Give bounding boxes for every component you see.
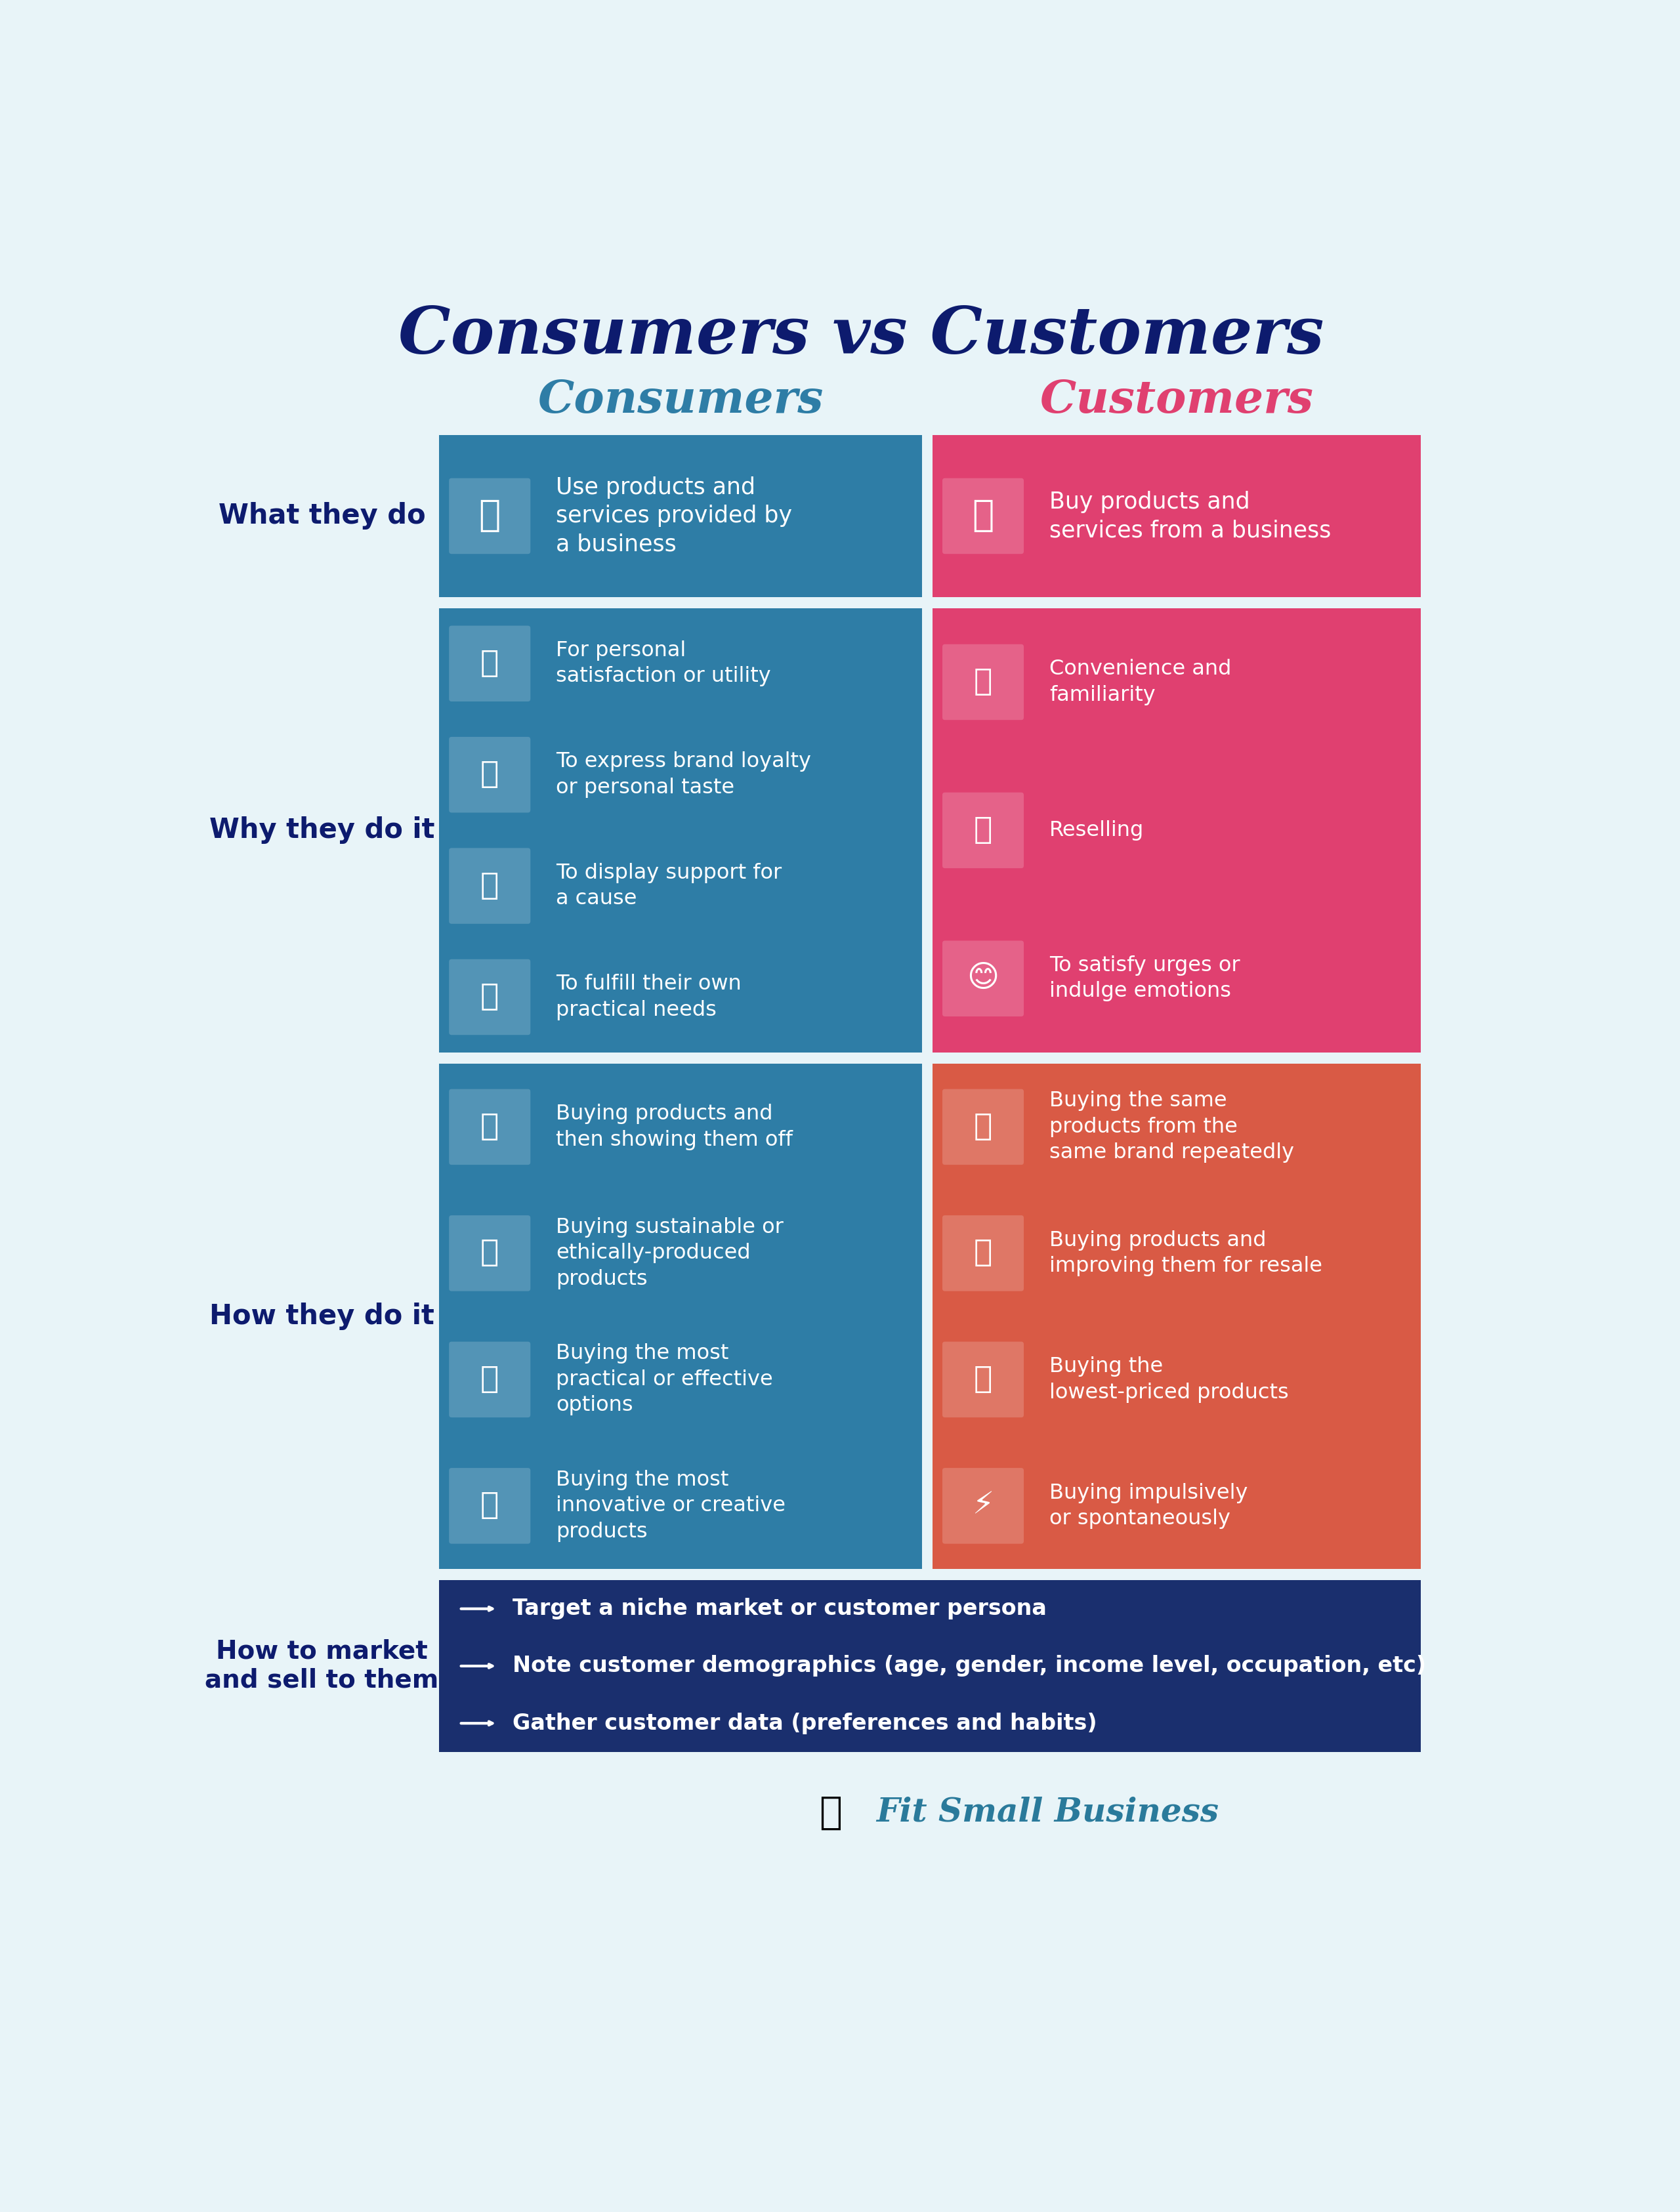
Text: 🤲: 🤲 — [480, 872, 499, 900]
Text: Consumers vs Customers: Consumers vs Customers — [398, 303, 1324, 367]
Bar — [438, 1579, 1421, 1752]
FancyBboxPatch shape — [449, 626, 531, 701]
Bar — [438, 436, 922, 597]
Text: To satisfy urges or
indulge emotions: To satisfy urges or indulge emotions — [1050, 956, 1240, 1002]
FancyBboxPatch shape — [449, 1088, 531, 1166]
Text: Reselling: Reselling — [1050, 821, 1144, 841]
Text: Buying products and
improving them for resale: Buying products and improving them for r… — [1050, 1230, 1322, 1276]
Text: 💡: 💡 — [480, 1491, 499, 1520]
Text: Buying the
lowest-priced products: Buying the lowest-priced products — [1050, 1356, 1289, 1402]
Text: Buying products and
then showing them off: Buying products and then showing them of… — [556, 1104, 793, 1150]
Text: 😊: 😊 — [968, 964, 1000, 993]
FancyBboxPatch shape — [449, 1469, 531, 1544]
Bar — [438, 608, 922, 1053]
Text: Gather customer data (preferences and habits): Gather customer data (preferences and ha… — [512, 1712, 1097, 1734]
Text: Buy products and
services from a business: Buy products and services from a busines… — [1050, 491, 1331, 542]
FancyBboxPatch shape — [449, 1343, 531, 1418]
Text: Buying impulsively
or spontaneously: Buying impulsively or spontaneously — [1050, 1482, 1248, 1528]
Text: What they do: What they do — [218, 502, 425, 531]
Text: 🧳: 🧳 — [820, 1794, 842, 1832]
FancyBboxPatch shape — [942, 792, 1023, 869]
FancyBboxPatch shape — [449, 847, 531, 925]
Text: Buying the most
practical or effective
options: Buying the most practical or effective o… — [556, 1343, 773, 1416]
Text: ✨: ✨ — [974, 668, 993, 697]
FancyBboxPatch shape — [449, 478, 531, 553]
Text: 🔄: 🔄 — [974, 816, 993, 845]
FancyBboxPatch shape — [942, 478, 1023, 553]
Bar — [932, 608, 1421, 1053]
Bar — [438, 1064, 922, 1568]
Text: Buying the same
products from the
same brand repeatedly: Buying the same products from the same b… — [1050, 1091, 1294, 1164]
Text: To fulfill their own
practical needs: To fulfill their own practical needs — [556, 973, 741, 1020]
Text: Buying sustainable or
ethically-produced
products: Buying sustainable or ethically-produced… — [556, 1217, 783, 1290]
Bar — [932, 436, 1421, 597]
FancyBboxPatch shape — [449, 1214, 531, 1292]
Text: How they do it: How they do it — [210, 1303, 435, 1329]
Text: 🥛: 🥛 — [480, 1365, 499, 1394]
FancyBboxPatch shape — [942, 1469, 1023, 1544]
Text: Why they do it: Why they do it — [210, 816, 435, 845]
FancyBboxPatch shape — [942, 644, 1023, 721]
Text: Fit Small Business: Fit Small Business — [877, 1796, 1218, 1829]
Text: To display support for
a cause: To display support for a cause — [556, 863, 781, 909]
Text: 💳: 💳 — [973, 498, 995, 533]
FancyBboxPatch shape — [449, 960, 531, 1035]
FancyBboxPatch shape — [942, 940, 1023, 1018]
FancyBboxPatch shape — [942, 1214, 1023, 1292]
Text: 🔒: 🔒 — [974, 1239, 993, 1267]
Text: 🙂: 🙂 — [480, 648, 499, 679]
Text: Use products and
services provided by
a business: Use products and services provided by a … — [556, 476, 793, 555]
Text: 🧴: 🧴 — [974, 1113, 993, 1141]
Text: ⚡: ⚡ — [973, 1491, 995, 1520]
Text: 🏅: 🏅 — [480, 761, 499, 790]
Bar — [932, 1064, 1421, 1568]
Text: For personal
satisfaction or utility: For personal satisfaction or utility — [556, 641, 771, 686]
FancyBboxPatch shape — [449, 737, 531, 812]
Text: 💰: 💰 — [480, 982, 499, 1011]
Text: How to market
and sell to them: How to market and sell to them — [205, 1639, 438, 1692]
Text: Convenience and
familiarity: Convenience and familiarity — [1050, 659, 1231, 706]
Text: 📦: 📦 — [480, 1239, 499, 1267]
Text: Buying the most
innovative or creative
products: Buying the most innovative or creative p… — [556, 1469, 786, 1542]
FancyBboxPatch shape — [942, 1343, 1023, 1418]
FancyBboxPatch shape — [942, 1088, 1023, 1166]
Text: 📋: 📋 — [479, 498, 501, 533]
Text: Target a niche market or customer persona: Target a niche market or customer person… — [512, 1597, 1047, 1619]
Text: Consumers: Consumers — [538, 378, 823, 422]
Text: Customers: Customers — [1040, 378, 1314, 422]
Text: To express brand loyalty
or personal taste: To express brand loyalty or personal tas… — [556, 752, 811, 799]
Text: 👕: 👕 — [480, 1113, 499, 1141]
Text: Note customer demographics (age, gender, income level, occupation, etc): Note customer demographics (age, gender,… — [512, 1655, 1426, 1677]
Text: 📦: 📦 — [974, 1365, 993, 1394]
